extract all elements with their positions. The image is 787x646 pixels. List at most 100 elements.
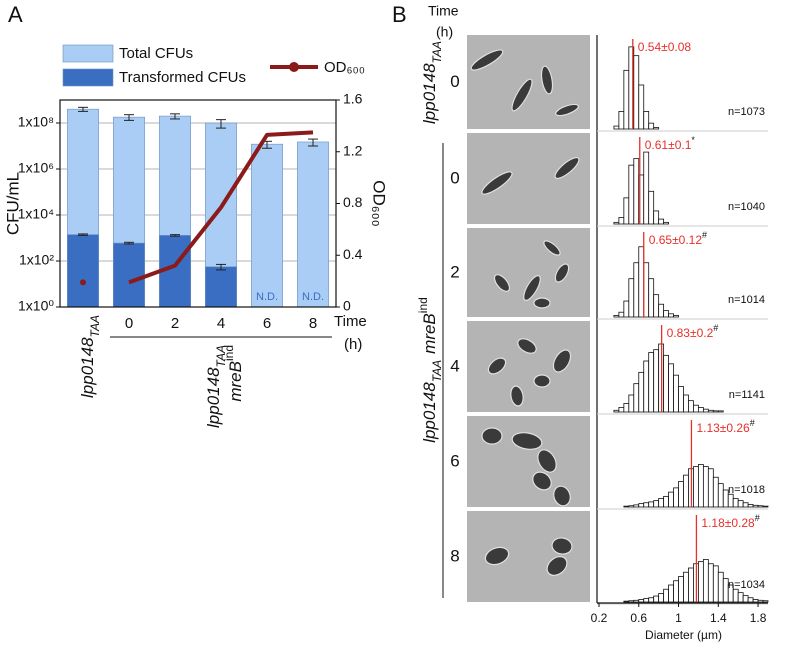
hist-bar: [613, 125, 620, 130]
hist-bar: [638, 503, 645, 508]
legend-label: Transformed CFUs: [119, 69, 246, 86]
hist-bar: [628, 164, 635, 225]
hist-bar: [698, 464, 704, 508]
genotype-label: lpp0148TAA: [420, 41, 444, 124]
hist-bar: [702, 559, 709, 603]
hist-bar: [648, 352, 655, 413]
cell: [481, 171, 513, 195]
hist-bar: [717, 571, 724, 603]
time-header: Time: [428, 3, 459, 19]
x-label: Diameter (µm): [645, 628, 722, 642]
hist-bar: [628, 394, 635, 413]
hist-bar: [653, 210, 660, 225]
hist-bar: [688, 567, 694, 603]
text-part: 0.83±0.2: [667, 326, 714, 340]
text-part: #: [755, 513, 760, 523]
hist-bar: [757, 505, 764, 508]
x-label: Time: [334, 313, 367, 330]
cell: [487, 357, 507, 375]
y-tick-label: 1x10²: [19, 252, 54, 268]
hist-bar: [658, 498, 665, 508]
text-part: ind: [222, 345, 236, 361]
text-part: #: [750, 418, 755, 428]
plot-frame: [59, 99, 337, 308]
text-part: TAA: [430, 41, 444, 63]
hist-bar: [693, 466, 699, 508]
n-label: n=1018: [728, 484, 765, 496]
hist-bar: [613, 221, 620, 225]
hist-bar: [633, 504, 640, 508]
legend-marker: [289, 62, 299, 72]
bar: [67, 234, 99, 308]
hist-bar: [658, 593, 665, 603]
error-bar: [216, 263, 226, 271]
hist-bar: [648, 501, 655, 508]
cell: [552, 349, 572, 373]
hist-bar: [698, 561, 704, 603]
hist-bar: [707, 468, 714, 508]
y-label: CFU/mL: [3, 172, 22, 235]
hist-bar: [643, 262, 650, 318]
hist-bar: [712, 476, 719, 508]
hist-bar: [707, 563, 714, 603]
cell: [523, 275, 541, 301]
hist-bar: [732, 498, 739, 508]
text-part: mreB: [420, 313, 439, 354]
text-part: lpp0148: [420, 63, 439, 124]
hist-bar: [618, 407, 625, 413]
hist-bar: [757, 599, 764, 603]
cell: [470, 49, 504, 71]
cell: [553, 485, 571, 507]
hist-bar: [643, 360, 650, 413]
hist-bar: [712, 565, 719, 603]
y2-tick-label: 1.2: [343, 142, 363, 158]
hist-bar: [618, 217, 625, 225]
hist-bar: [673, 580, 679, 603]
hist-bar: [648, 597, 655, 603]
error-bar: [170, 234, 180, 237]
text-part: 0.65±0.12: [649, 233, 703, 247]
hist-bar: [638, 371, 645, 413]
time-label: 0: [450, 168, 459, 187]
text-part: #: [702, 230, 707, 240]
y2-tick-label: 1.6: [343, 91, 363, 107]
hist-bar: [752, 504, 759, 508]
mean-label: 0.61±0.1*: [645, 135, 696, 152]
hist-bar: [623, 69, 630, 130]
y2-tick-label: 0.8: [343, 194, 363, 210]
hist-bar: [678, 386, 684, 413]
hist-bar: [762, 600, 769, 603]
cell: [511, 78, 533, 112]
cell: [554, 263, 570, 283]
hist-bar: [648, 278, 655, 318]
hist-bar: [737, 592, 744, 603]
mean-label: 0.54±0.08: [638, 40, 692, 54]
hist-bar: [727, 493, 734, 508]
cell: [533, 297, 551, 309]
x-tick-label: 0.2: [591, 611, 608, 625]
hist-bar: [712, 410, 719, 413]
text-part: lpp0148: [78, 337, 97, 398]
cell: [533, 374, 551, 388]
n-label: n=1034: [728, 579, 765, 591]
x-tick-label: 1.8: [750, 611, 767, 625]
mean-label: 0.65±0.12#: [649, 230, 707, 247]
hist-bar: [623, 300, 630, 318]
micrograph: [467, 133, 590, 224]
legend-label: OD₆₀₀: [324, 59, 365, 76]
hist-bar: [623, 505, 630, 508]
hist-bar: [663, 495, 669, 508]
hist-bar: [638, 84, 645, 130]
error-bar: [216, 119, 226, 129]
error-bar: [308, 138, 318, 147]
mean-label: 1.18±0.28#: [701, 513, 759, 530]
text-part: lpp0148: [204, 367, 223, 428]
y-tick-label: 1x10⁴: [18, 206, 54, 222]
hist-bar: [668, 491, 674, 508]
y2-tick-label: 0.4: [343, 246, 363, 262]
hist-bar: [742, 502, 749, 508]
cell: [510, 385, 524, 407]
time-label: 4: [450, 356, 459, 375]
